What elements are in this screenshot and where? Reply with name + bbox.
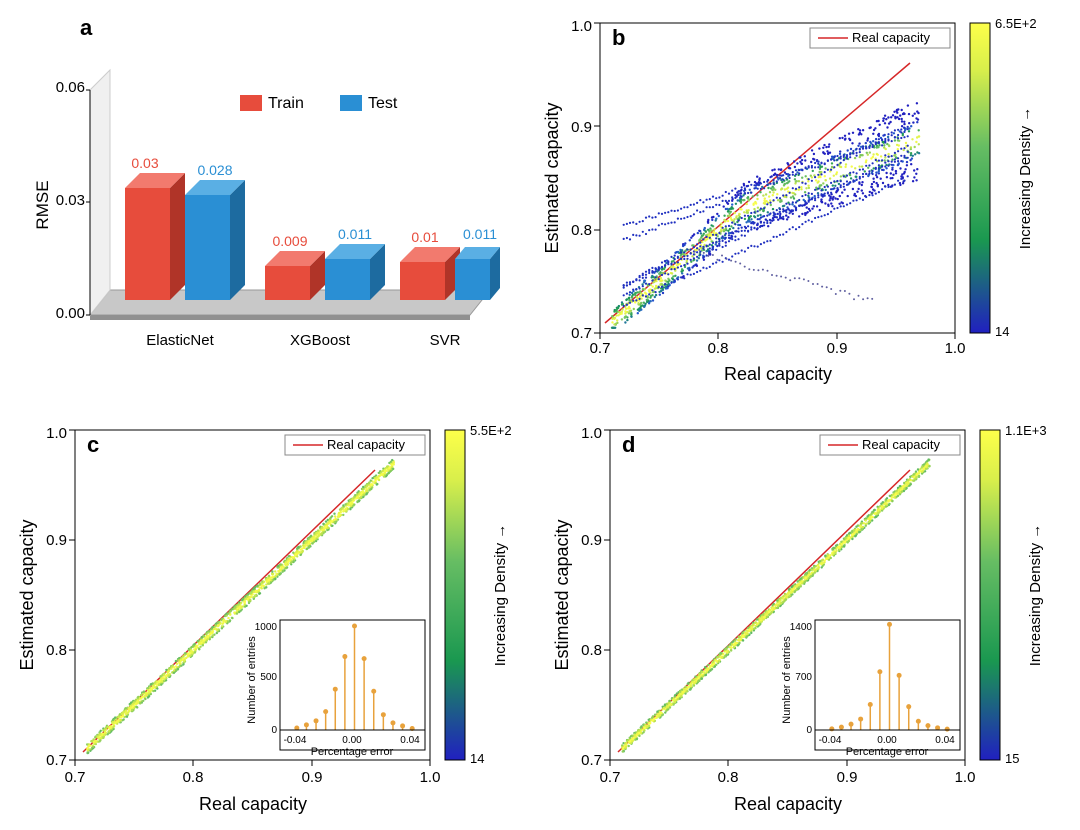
- svg-text:Percentage error: Percentage error: [846, 746, 929, 758]
- ylabel-a: RMSE: [33, 180, 52, 229]
- svg-text:0.8: 0.8: [718, 769, 739, 786]
- svg-text:1400: 1400: [790, 622, 813, 633]
- svg-text:0.7: 0.7: [65, 769, 86, 786]
- svg-text:0.8: 0.8: [581, 642, 602, 659]
- svg-text:500: 500: [260, 672, 277, 683]
- bar-xgboost-test: [325, 244, 385, 300]
- svg-text:Increasing Density →: Increasing Density →: [492, 524, 509, 667]
- panel-a-label: a: [80, 15, 92, 41]
- panel-b: 0.70.80.91.0 0.70.80.91.0 Real capacity …: [540, 8, 1070, 388]
- svg-text:Number of entries: Number of entries: [246, 636, 258, 724]
- svg-text:0.01: 0.01: [411, 229, 438, 245]
- svg-text:Train: Train: [268, 95, 304, 112]
- colorbar-label-b: Increasing Density →: [1017, 107, 1034, 250]
- svg-text:0.028: 0.028: [197, 162, 232, 178]
- svg-text:0.8: 0.8: [183, 769, 204, 786]
- bar-xgboost-train: [265, 251, 325, 300]
- svg-text:0.7: 0.7: [590, 340, 611, 357]
- svg-text:6.5E+2: 6.5E+2: [995, 16, 1037, 31]
- legend-a: Train Test: [240, 95, 398, 112]
- svg-text:0.7: 0.7: [600, 769, 621, 786]
- svg-text:Percentage error: Percentage error: [311, 746, 394, 758]
- svg-text:1.0: 1.0: [46, 425, 67, 442]
- inset-d: -0.040.000.04 07001400 Percentage error …: [781, 620, 960, 758]
- svg-text:0.03: 0.03: [56, 192, 85, 209]
- panel-c: 0.70.80.91.0 0.70.80.91.0 Real capacity …: [15, 410, 540, 820]
- svg-text:0.9: 0.9: [827, 340, 848, 357]
- svg-text:0.04: 0.04: [400, 735, 420, 746]
- svg-text:14: 14: [470, 751, 484, 766]
- scatter-c: 0.70.80.91.0 0.70.80.91.0 Real capacity …: [15, 410, 540, 820]
- bar-elasticnet-train: [125, 173, 185, 300]
- svg-text:5.5E+2: 5.5E+2: [470, 423, 512, 438]
- bar-svr-test-2: [455, 247, 500, 300]
- svg-text:c: c: [87, 432, 99, 457]
- svg-text:15: 15: [1005, 751, 1019, 766]
- svg-text:XGBoost: XGBoost: [290, 332, 351, 349]
- panel-a: a 0.00 0.03 0.06 RMSE: [30, 10, 500, 380]
- svg-text:0.9: 0.9: [302, 769, 323, 786]
- svg-text:Estimated capacity: Estimated capacity: [552, 519, 572, 670]
- svg-text:1000: 1000: [255, 622, 278, 633]
- panel-d: 0.70.80.91.0 0.70.80.91.0 Real capacity …: [550, 410, 1075, 820]
- svg-text:Real capacity: Real capacity: [734, 794, 842, 814]
- svg-text:0.8: 0.8: [46, 642, 67, 659]
- svg-text:Estimated capacity: Estimated capacity: [17, 519, 37, 670]
- svg-text:Real capacity: Real capacity: [852, 30, 931, 45]
- panel-b-label: b: [612, 25, 625, 50]
- xlabel-b: Real capacity: [724, 364, 832, 384]
- svg-text:14: 14: [995, 324, 1009, 339]
- svg-text:Real capacity: Real capacity: [862, 437, 941, 452]
- svg-text:1.0: 1.0: [420, 769, 441, 786]
- svg-text:d: d: [622, 432, 635, 457]
- svg-text:-0.04: -0.04: [284, 735, 307, 746]
- svg-text:0.9: 0.9: [571, 119, 592, 136]
- svg-text:1.0: 1.0: [581, 425, 602, 442]
- svg-text:0.00: 0.00: [56, 305, 85, 322]
- svg-text:1.0: 1.0: [945, 340, 966, 357]
- svg-text:0.9: 0.9: [46, 532, 67, 549]
- svg-text:Real capacity: Real capacity: [327, 437, 406, 452]
- svg-text:0.8: 0.8: [571, 222, 592, 239]
- svg-text:0.011: 0.011: [463, 226, 497, 242]
- bar-elasticnet-test: [185, 180, 245, 300]
- svg-text:ElasticNet: ElasticNet: [146, 332, 214, 349]
- bar-svr-train: [400, 247, 460, 300]
- svg-text:1.1E+3: 1.1E+3: [1005, 423, 1047, 438]
- svg-text:SVR: SVR: [430, 332, 461, 349]
- svg-text:1.0: 1.0: [571, 18, 592, 35]
- svg-text:0.9: 0.9: [581, 532, 602, 549]
- svg-text:0.7: 0.7: [581, 752, 602, 769]
- ylabel-b: Estimated capacity: [542, 102, 562, 253]
- svg-text:1.0: 1.0: [955, 769, 976, 786]
- svg-text:0.011: 0.011: [338, 226, 372, 242]
- svg-text:0.00: 0.00: [342, 735, 362, 746]
- svg-text:0: 0: [271, 725, 277, 736]
- svg-text:0.06: 0.06: [56, 79, 85, 96]
- scatter-b: 0.70.80.91.0 0.70.80.91.0 Real capacity …: [540, 8, 1070, 388]
- svg-text:0.00: 0.00: [877, 735, 897, 746]
- svg-text:0.7: 0.7: [46, 752, 67, 769]
- bar-chart-a: 0.00 0.03 0.06 RMSE: [30, 10, 500, 380]
- svg-text:700: 700: [795, 672, 812, 683]
- svg-text:Test: Test: [368, 95, 398, 112]
- svg-text:Increasing Density →: Increasing Density →: [1027, 524, 1044, 667]
- svg-text:Number of entries: Number of entries: [781, 636, 793, 724]
- svg-text:0.8: 0.8: [708, 340, 729, 357]
- inset-c: -0.040.000.04 05001000 Percentage error …: [246, 620, 425, 758]
- svg-text:0.03: 0.03: [131, 155, 158, 171]
- svg-text:0.9: 0.9: [837, 769, 858, 786]
- svg-text:0: 0: [806, 725, 812, 736]
- svg-text:0.7: 0.7: [571, 325, 592, 342]
- svg-text:0.04: 0.04: [935, 735, 955, 746]
- svg-text:-0.04: -0.04: [819, 735, 842, 746]
- legend-b: Real capacity: [810, 28, 950, 48]
- svg-text:0.009: 0.009: [272, 233, 307, 249]
- svg-text:Real capacity: Real capacity: [199, 794, 307, 814]
- scatter-d: 0.70.80.91.0 0.70.80.91.0 Real capacity …: [550, 410, 1075, 820]
